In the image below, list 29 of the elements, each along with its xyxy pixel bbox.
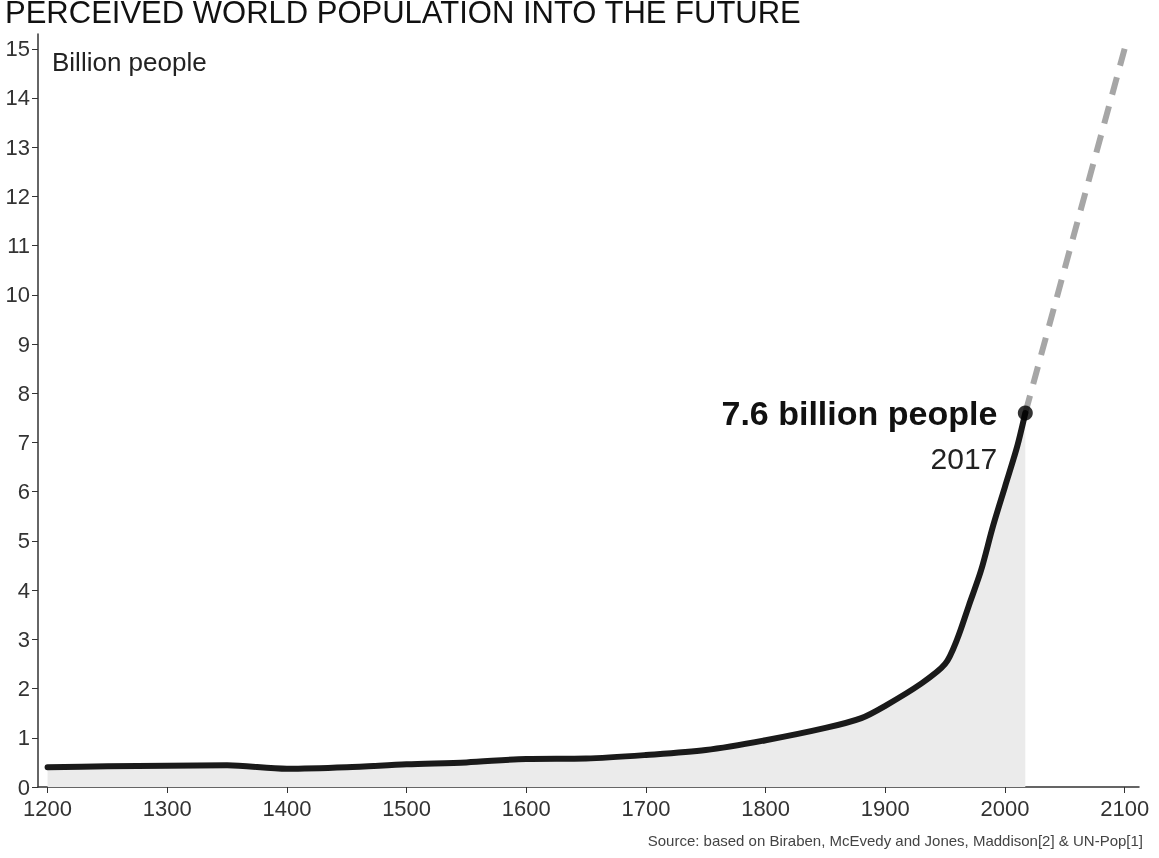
y-axis-title: Billion people	[52, 47, 207, 77]
x-tick-label: 1600	[501, 795, 551, 821]
annotation: 2017	[930, 442, 998, 476]
x-tick-label: 1400	[262, 795, 312, 821]
y-tick-label: 11	[7, 233, 30, 259]
y-tick-label: 9	[17, 331, 30, 357]
x-tick-label: 2000	[980, 795, 1030, 821]
y-tick-label: 12	[5, 183, 30, 209]
source-note: Source: based on Biraben, McEvedy and Jones, Maddison[2] & UN-Pop[1]	[647, 832, 1143, 849]
y-tick-label: 6	[17, 479, 30, 505]
chart-title: PERCEIVED WORLD POPULATION INTO THE FUTURE	[5, 0, 801, 30]
x-tick-label: 1300	[142, 795, 192, 821]
x-tick-label: 1500	[382, 795, 432, 821]
x-tick-label: 1700	[621, 795, 671, 821]
y-tick-label: 3	[17, 626, 30, 652]
y-tick-label: 1	[17, 725, 30, 751]
y-tick-label: 15	[5, 36, 30, 62]
y-tick-label: 5	[17, 528, 30, 554]
y-tick-label: 2	[17, 676, 30, 702]
x-tick-label: 1900	[860, 795, 910, 821]
annotation: 7.6 billion people	[721, 393, 998, 432]
y-tick-label: 7	[17, 429, 30, 455]
y-tick-label: 4	[17, 577, 30, 603]
y-tick-label: 8	[17, 380, 30, 406]
y-tick-label: 14	[5, 85, 30, 111]
y-tick-label: 10	[5, 282, 30, 308]
y-tick-label: 13	[5, 134, 30, 160]
x-tick-label: 1800	[741, 795, 791, 821]
x-tick-label: 2100	[1100, 795, 1150, 821]
